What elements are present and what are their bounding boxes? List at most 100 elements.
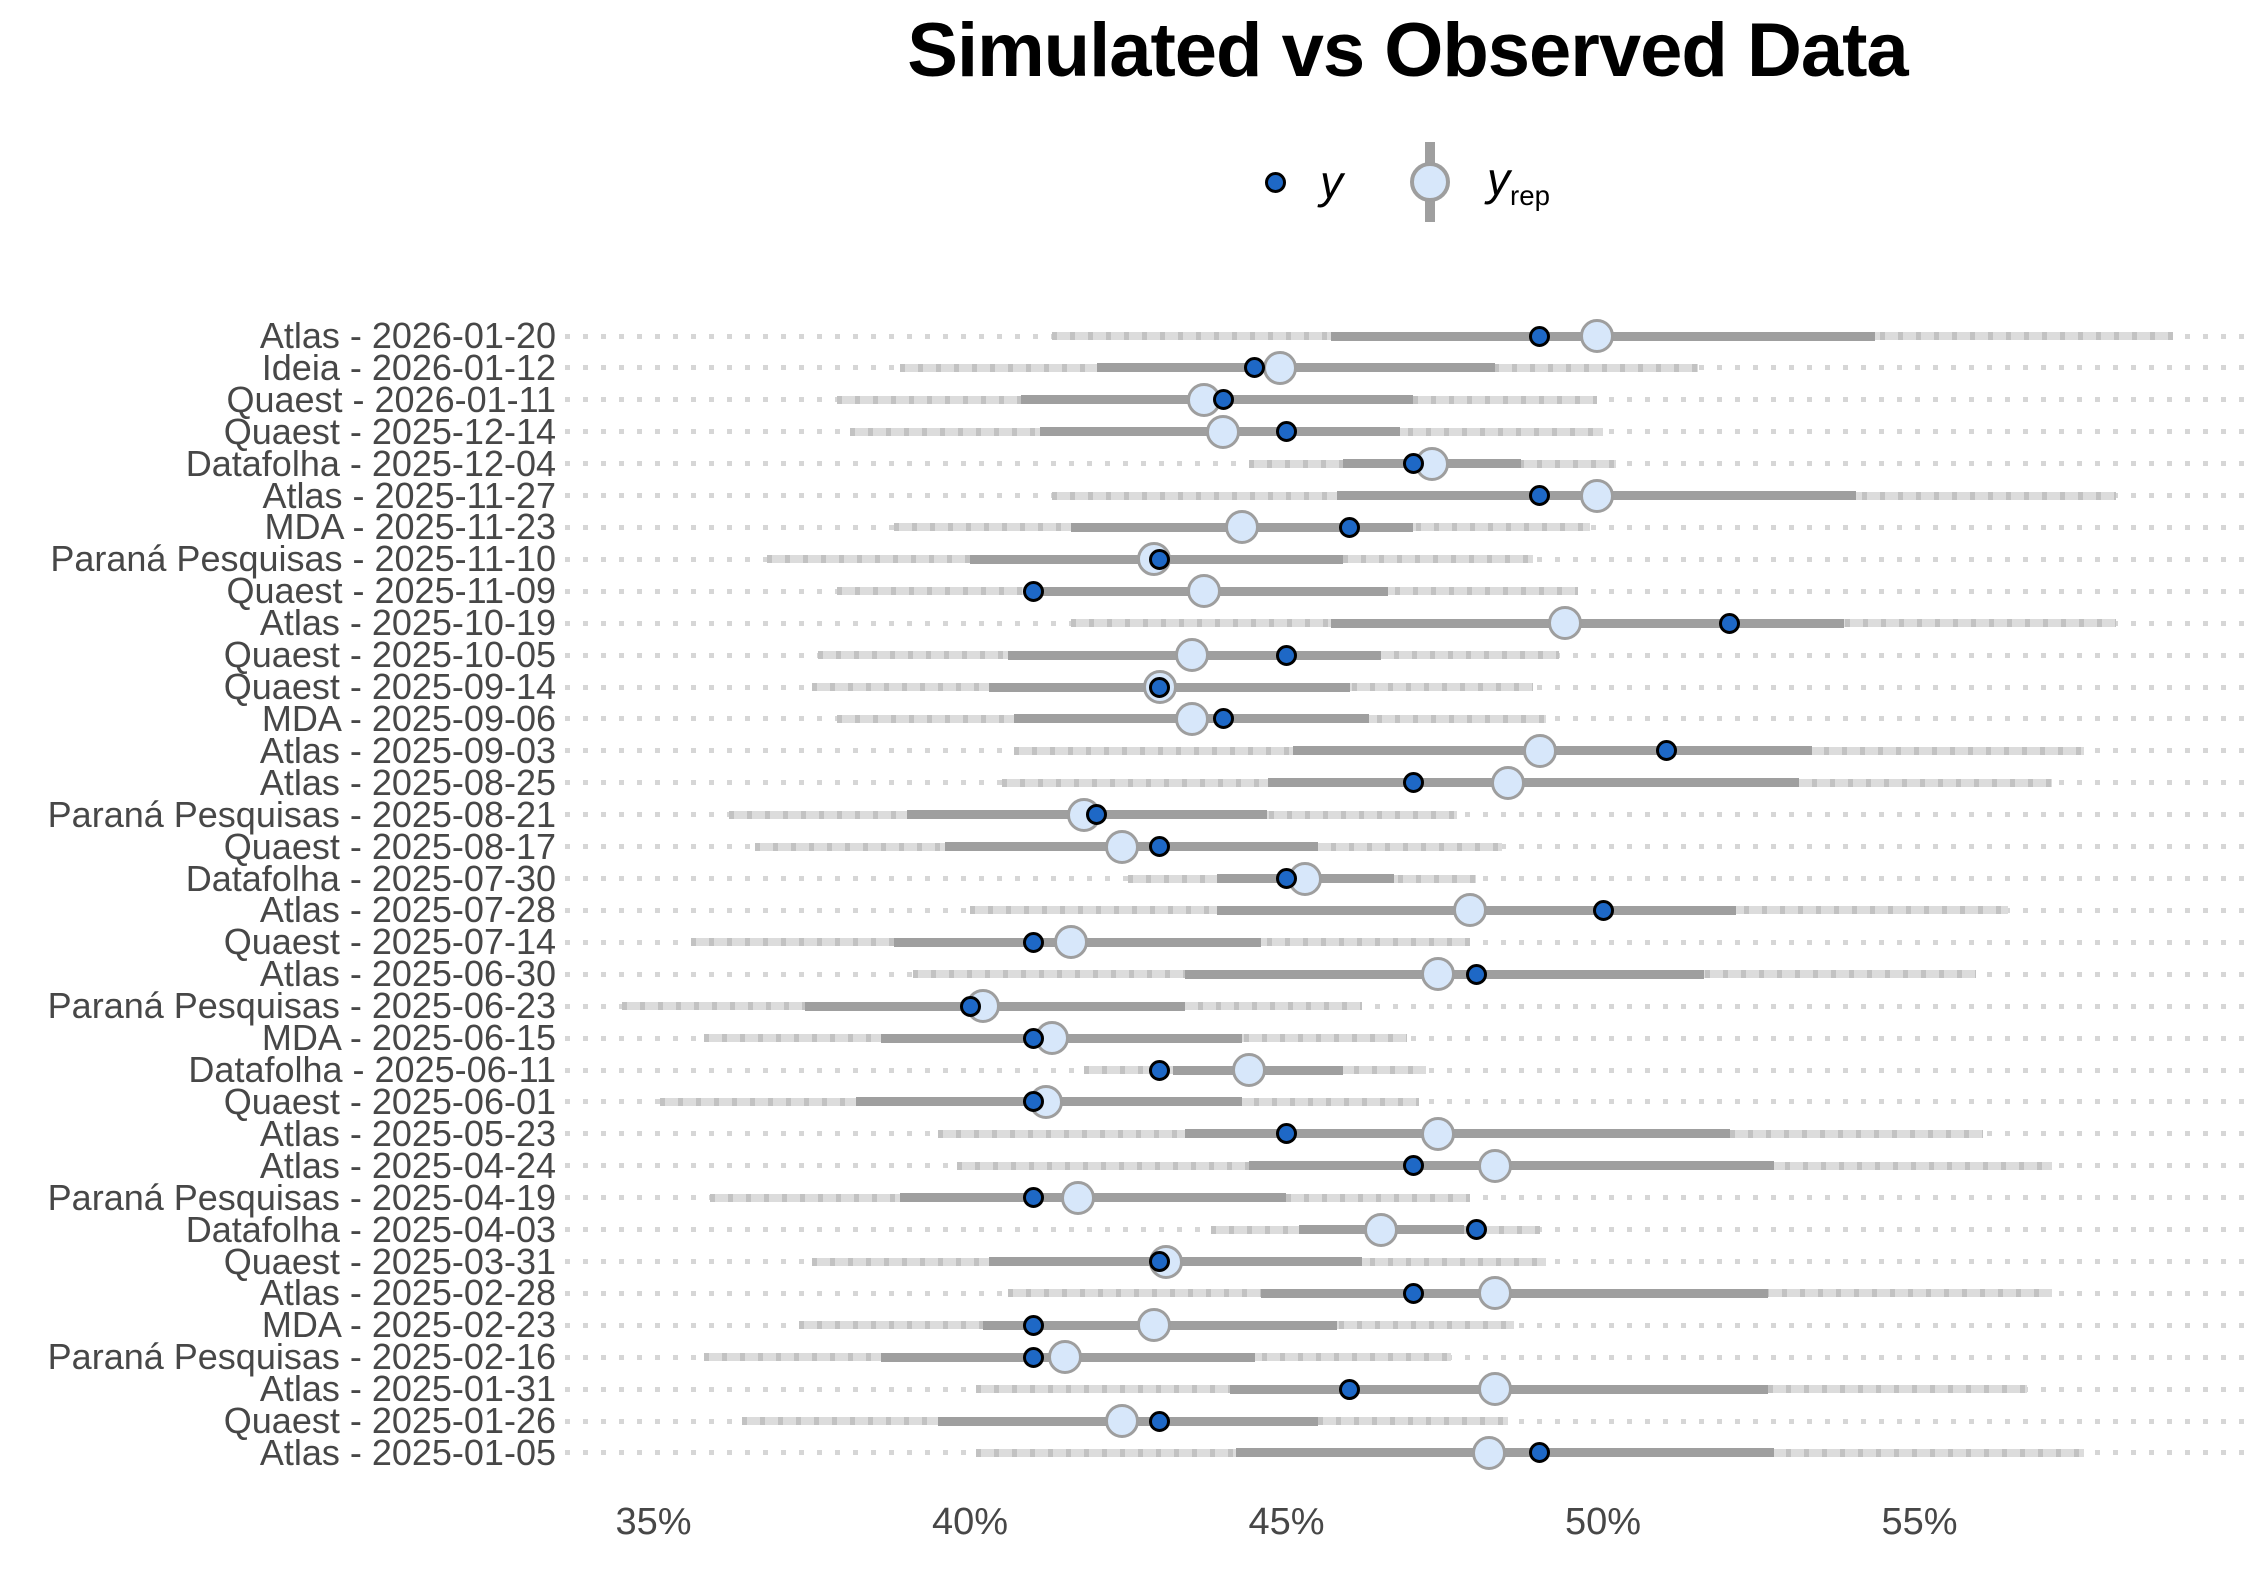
y-point [1339,516,1361,538]
legend: y yrep [565,140,2250,224]
yrep-circle-glyph [1410,162,1451,202]
yrep-point [1421,957,1456,992]
legend-yrep-label-sub: rep [1510,180,1550,212]
yrep-point [1187,574,1222,609]
y-point [1149,1059,1171,1081]
yrep-point [1579,478,1614,513]
yrep-point [1579,319,1614,353]
inner-interval [1267,778,1800,788]
y-axis-label: Atlas - 2025-08-25 [259,761,556,803]
y-point [1402,772,1424,794]
yrep-point [1060,1180,1095,1215]
y-axis-label: Ideia - 2026-01-12 [261,346,556,388]
y-point [1022,1091,1044,1113]
grid-dotted-line [565,1003,2250,1009]
y-axis-label: Atlas - 2025-01-05 [259,1431,556,1473]
y-point [1022,931,1044,953]
y-point [1149,836,1171,858]
yrep-point [1263,350,1298,385]
y-point [1402,1282,1424,1304]
y-point [1592,899,1614,921]
y-axis-label: Paraná Pesquisas - 2025-04-19 [47,1176,556,1218]
y-point [959,995,981,1017]
yrep-point [1231,1053,1266,1088]
yrep-point [1104,1404,1139,1439]
yrep-legend-icon [1407,142,1453,222]
yrep-point [1522,733,1557,768]
yrep-point [1206,414,1241,449]
yrep-point [1035,1021,1070,1056]
y-point [1244,357,1266,379]
yrep-point [1225,510,1260,545]
y-axis-label: Quaest - 2025-06-01 [223,1080,556,1122]
x-axis-tick-label: 50% [1564,1501,1642,1543]
y-point [1529,1442,1551,1464]
y-axis-label: Atlas - 2026-01-20 [259,315,556,356]
inner-interval [1330,618,1844,628]
legend-y-label: y [1320,156,1344,208]
y-axis-label: Atlas - 2025-07-28 [259,889,556,931]
y-point [1212,708,1234,730]
yrep-point [1174,638,1209,673]
y-axis-label: MDA - 2025-02-23 [261,1304,556,1346]
y-axis-label: Atlas - 2025-06-30 [259,953,556,995]
y-axis-label: Atlas - 2025-04-24 [259,1144,556,1186]
y-point [1339,1378,1361,1400]
y-axis-label: Quaest - 2026-01-11 [226,378,556,420]
y-axis-label: MDA - 2025-06-15 [261,1017,556,1059]
x-axis-tick-label: 35% [615,1501,692,1543]
yrep-point [1136,1308,1171,1343]
y-point [1465,1219,1487,1241]
legend-yrep-label-main: y [1487,152,1511,205]
y-axis-label: Atlas - 2025-09-03 [259,729,556,771]
y-axis-label: Atlas - 2025-11-27 [262,474,556,516]
yrep-point [1104,829,1139,864]
y-point [1655,740,1677,762]
y-axis-label: Paraná Pesquisas - 2025-11-10 [50,538,556,580]
y-point [1022,1187,1044,1209]
y-axis-label: Datafolha - 2025-12-04 [185,442,556,484]
yrep-point [1491,765,1526,800]
yrep-point [1478,1372,1513,1407]
y-axis-label: Quaest - 2025-09-14 [223,666,556,708]
y-point [1086,804,1108,826]
y-axis-label: Atlas - 2025-10-19 [259,602,556,644]
yrep-point [1472,1435,1507,1470]
y-axis-label: Datafolha - 2025-07-30 [185,857,556,899]
y-point [1149,676,1171,698]
y-axis-label: Paraná Pesquisas - 2025-06-23 [47,985,556,1027]
x-axis-tick-label: 40% [931,1501,1009,1543]
y-point [1149,548,1171,570]
chart-title: Simulated vs Observed Data [907,8,1908,93]
y-axis-label: Quaest - 2025-10-05 [223,634,556,676]
yrep-point [1364,1212,1399,1247]
y-point [1529,325,1551,347]
y-point [1276,1123,1297,1145]
y-point [1149,1410,1171,1432]
y-axis-label: MDA - 2025-09-06 [261,697,556,739]
yrep-point [1478,1148,1513,1183]
y-point [1402,453,1424,475]
y-axis-label: Datafolha - 2025-06-11 [188,1049,556,1091]
y-axis-label: Paraná Pesquisas - 2025-08-21 [47,793,556,835]
y-point [1276,421,1297,443]
yrep-point [1478,1276,1513,1311]
y-point [1022,1314,1044,1336]
y-point [1022,580,1044,602]
y-point [1276,868,1297,890]
y-point [1529,485,1551,507]
yrep-point [1453,893,1488,928]
y-axis-label: Quaest - 2025-08-17 [223,825,556,867]
y-axis-label: Atlas - 2025-05-23 [259,1112,556,1154]
legend-item-yrep: yrep [1407,142,1550,222]
y-point [1149,1251,1171,1272]
y-point [1022,1027,1044,1049]
y-axis-label: MDA - 2025-11-23 [264,506,556,548]
y-axis-label: Quaest - 2025-07-14 [223,921,556,963]
y-axis-label: Datafolha - 2025-04-03 [185,1208,556,1250]
y-axis-label: Atlas - 2025-02-28 [259,1272,556,1314]
y-axis-label: Atlas - 2025-01-31 [259,1368,556,1410]
inner-interval [1185,1129,1730,1139]
y-point [1276,644,1297,666]
yrep-point [1421,1116,1456,1151]
